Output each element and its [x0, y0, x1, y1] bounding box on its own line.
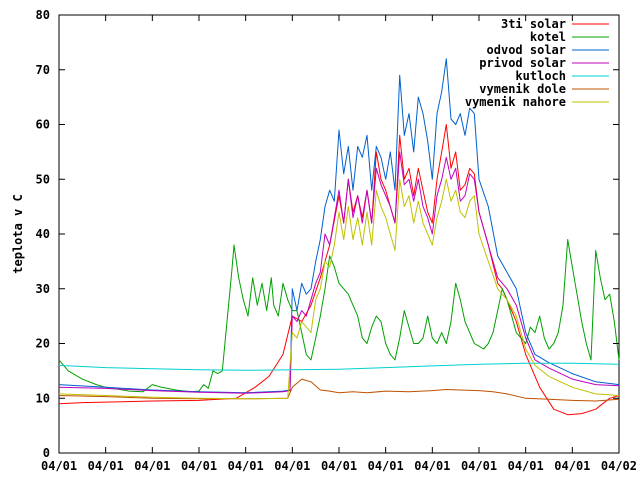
- x-tick-label: 04/01: [368, 459, 404, 473]
- x-tick-label: 04/01: [461, 459, 497, 473]
- x-tick-label: 04/01: [414, 459, 450, 473]
- y-tick-label: 10: [36, 391, 50, 405]
- y-tick-label: 20: [36, 337, 50, 351]
- series-line-1: [58, 239, 620, 393]
- y-tick-label: 40: [36, 227, 50, 241]
- series-line-6: [58, 178, 620, 400]
- y-tick-label: 60: [36, 118, 50, 132]
- legend-label: vymenik dole: [479, 82, 566, 96]
- legend-label: kotel: [530, 30, 566, 44]
- series-line-2: [58, 58, 620, 394]
- x-tick-label: 04/01: [508, 459, 544, 473]
- legend-label: kutloch: [515, 69, 566, 83]
- y-tick-label: 0: [43, 446, 50, 460]
- y-tick-label: 80: [36, 8, 50, 22]
- x-tick-label: 04/01: [41, 459, 77, 473]
- x-tick-label: 04/01: [554, 459, 590, 473]
- series-line-0: [58, 124, 620, 416]
- y-tick-label: 70: [36, 63, 50, 77]
- x-tick-label: 04/02: [601, 459, 637, 473]
- x-tick-label: 04/01: [181, 459, 217, 473]
- legend-label: vymenik nahore: [465, 95, 566, 109]
- legend-label: privod solar: [479, 56, 566, 70]
- axes: 0 10 20 30 40 50 60 70 80 04/01 04/01 04/01 04/01 04/…: [36, 8, 637, 473]
- legend-label: odvod solar: [487, 43, 566, 57]
- y-axis-label: teplota v C: [11, 194, 25, 273]
- x-tick-label: 04/01: [274, 459, 310, 473]
- y-tick-label: 50: [36, 172, 50, 186]
- y-tick-label: 30: [36, 282, 50, 296]
- x-tick-label: 04/01: [228, 459, 264, 473]
- series-line-4: [58, 362, 620, 371]
- series-line-3: [58, 151, 620, 394]
- x-tick-label: 04/01: [321, 459, 357, 473]
- series-lines: [58, 58, 620, 416]
- x-tick-label: 04/01: [88, 459, 124, 473]
- legend-label: 3ti solar: [501, 17, 566, 31]
- x-tick-label: 04/01: [134, 459, 170, 473]
